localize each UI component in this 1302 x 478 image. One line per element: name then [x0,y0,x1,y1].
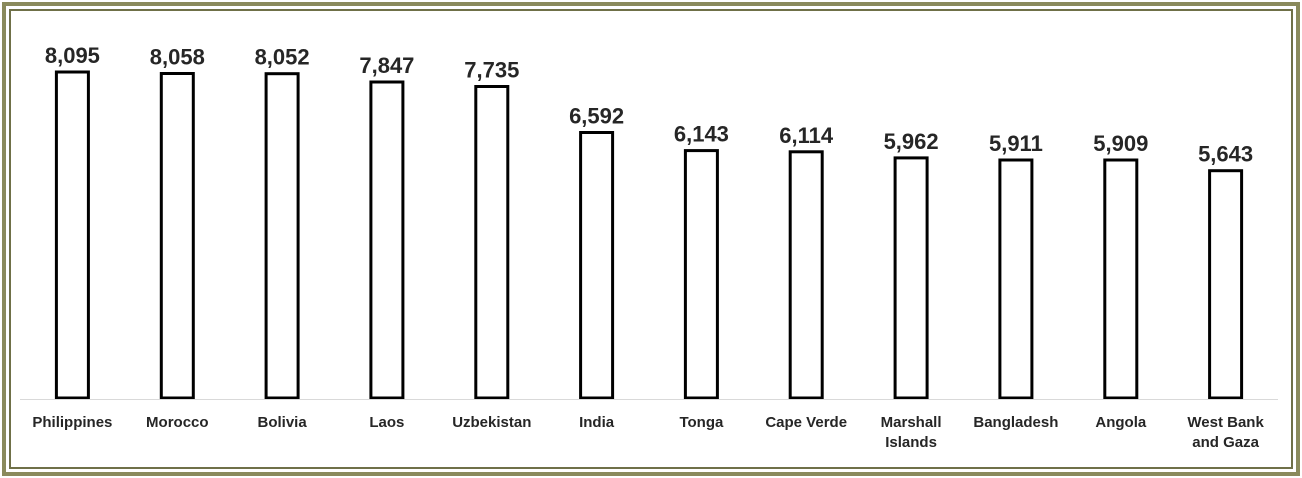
chart-area: 8,095 8,058 8,052 7,847 7,735 6,592 6,143 6,114… [12,12,1290,466]
value-labels-group: 8,095 8,058 8,052 7,847 7,735 6,592 6,143 6,114… [45,43,1253,167]
bar-1 [159,72,195,400]
value-label-3: 7,847 [359,53,414,78]
category-label-7: Cape Verde [765,414,847,431]
category-label-8-line-1: Islands [885,434,937,451]
bar-10 [1103,158,1139,400]
category-label-11-line-1: and Gaza [1192,434,1259,451]
bar-9 [998,158,1034,400]
value-label-7: 6,114 [779,123,834,148]
bar-0 [54,70,90,400]
value-label-10: 5,909 [1093,131,1148,156]
category-label-2: Bolivia [258,414,308,431]
bar-11 [1208,169,1244,400]
category-label-10: Angola [1095,414,1146,431]
bars-group [54,70,1244,400]
value-label-0: 8,095 [45,43,100,68]
bar-6 [683,149,719,400]
value-label-6: 6,143 [674,122,729,147]
value-label-2: 8,052 [255,45,310,70]
category-label-4: Uzbekistan [452,414,531,431]
bar-7 [788,150,824,400]
bar-chart: 8,095 8,058 8,052 7,847 7,735 6,592 6,143 6,114… [20,43,1278,451]
category-label-6: Tonga [679,414,724,431]
value-label-9: 5,911 [989,131,1043,156]
value-label-5: 6,592 [569,104,624,129]
category-label-8-line-0: Marshall [881,414,942,431]
category-label-3: Laos [369,414,404,431]
category-label-9: Bangladesh [973,414,1058,431]
value-label-4: 7,735 [464,58,519,83]
bar-5 [579,131,615,400]
value-label-11: 5,643 [1198,142,1253,167]
category-label-11-line-0: West Bank [1187,414,1264,431]
value-label-1: 8,058 [150,45,205,70]
category-label-1: Morocco [146,414,209,431]
category-label-0: Philippines [32,414,112,431]
bar-3 [369,80,405,400]
bar-8 [893,156,929,400]
bar-2 [264,72,300,400]
bar-4 [474,85,510,400]
value-label-8: 5,962 [884,129,939,154]
frame-border-inner [9,9,1293,469]
category-label-5: India [579,414,615,431]
category-labels-group: Philippines Morocco Bolivia Laos Uzbekistan I… [32,414,1264,451]
